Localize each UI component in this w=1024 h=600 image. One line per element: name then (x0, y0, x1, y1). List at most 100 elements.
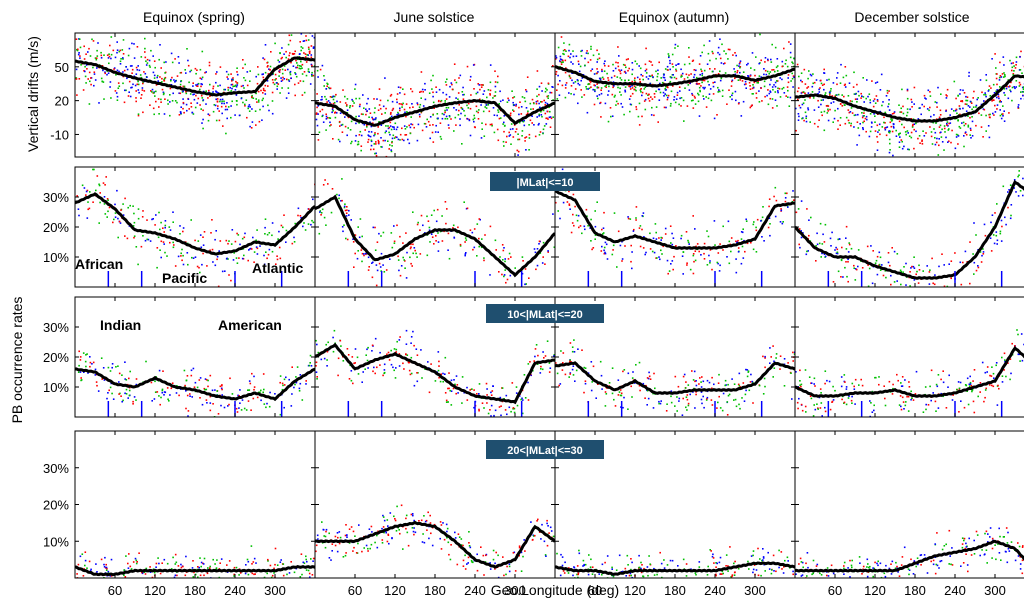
scatter-point (947, 129, 950, 131)
scatter-point (587, 61, 590, 64)
scatter-point (958, 105, 961, 107)
scatter-point (770, 356, 772, 358)
scatter-point (570, 53, 572, 55)
scatter-point (509, 112, 512, 115)
scatter-point (882, 101, 884, 103)
scatter-point (466, 399, 469, 401)
scatter-point (244, 232, 246, 235)
scatter-point (837, 119, 839, 122)
scatter-point (450, 118, 452, 120)
scatter-point (378, 262, 381, 265)
scatter-point (705, 399, 708, 401)
scatter-point (116, 51, 118, 54)
scatter-point (140, 94, 143, 96)
scatter-point (397, 111, 399, 114)
scatter-point (151, 218, 153, 221)
scatter-point (430, 79, 432, 82)
scatter-point (220, 105, 223, 108)
scatter-point (389, 258, 391, 260)
scatter-point (666, 403, 668, 405)
scatter-point (564, 373, 567, 376)
scatter-points (555, 168, 795, 275)
scatter-point (432, 124, 434, 126)
scatter-point (358, 122, 360, 124)
scatter-point (176, 101, 178, 104)
scatter-point (494, 409, 497, 412)
scatter-point (577, 348, 579, 350)
scatter-point (976, 98, 978, 101)
scatter-point (980, 126, 983, 128)
scatter-point (563, 53, 565, 56)
scatter-point (413, 344, 415, 347)
scatter-point (1000, 76, 1003, 78)
scatter-point (915, 130, 917, 133)
scatter-point (548, 371, 551, 373)
scatter-point (830, 102, 832, 104)
scatter-point (1000, 101, 1002, 103)
scatter-point (516, 404, 519, 407)
scatter-point (845, 388, 848, 390)
panel-frame (74, 296, 316, 418)
scatter-point (586, 215, 588, 217)
scatter-point (555, 362, 557, 364)
scatter-point (455, 392, 457, 395)
scatter-point (1004, 359, 1006, 361)
scatter-point (378, 104, 381, 106)
scatter-point (172, 92, 174, 95)
scatter-point (482, 110, 485, 113)
scatter-point (516, 149, 519, 152)
scatter-point (504, 258, 506, 260)
scatter-point (399, 336, 401, 338)
scatter-point (202, 118, 204, 121)
scatter-point (970, 384, 973, 387)
scatter-point (448, 387, 450, 390)
scatter-point (227, 78, 229, 80)
scatter-point (109, 370, 112, 372)
scatter-point (433, 209, 435, 212)
scatter-point (616, 76, 619, 78)
scatter-point (525, 149, 527, 151)
scatter-point (383, 271, 386, 273)
scatter-point (395, 128, 398, 131)
scatter-point (887, 105, 889, 108)
scatter-point (305, 74, 308, 77)
scatter-point (692, 253, 695, 255)
scatter-point (632, 371, 634, 373)
scatter-point (569, 372, 572, 374)
panel-drift-2 (314, 32, 556, 158)
scatter-point (792, 75, 795, 77)
scatter-point (132, 400, 134, 403)
scatter-point (144, 47, 146, 50)
scatter-point (698, 115, 701, 117)
scatter-point (529, 361, 531, 363)
scatter-point (92, 40, 95, 42)
scatter-point (339, 339, 342, 342)
scatter-point (157, 98, 160, 100)
scatter-point (374, 337, 377, 340)
scatter-point (467, 102, 470, 105)
scatter-point (360, 149, 362, 152)
scatter-point (318, 232, 321, 235)
scatter-point (847, 119, 850, 122)
scatter-point (716, 261, 719, 264)
scatter-point (205, 399, 208, 401)
scatter-point (596, 58, 599, 61)
scatter-point (946, 121, 949, 123)
scatter-point (1019, 69, 1022, 71)
scatter-point (880, 73, 883, 76)
scatter-point (724, 62, 726, 64)
scatter-point (390, 93, 393, 96)
scatter-point (419, 229, 421, 231)
scatter-point (680, 237, 682, 240)
scatter-point (692, 379, 695, 381)
scatter-point (1020, 97, 1022, 100)
scatter-point (878, 383, 880, 386)
scatter-point (189, 70, 191, 73)
scatter-point (78, 350, 80, 353)
scatter-point (680, 68, 682, 71)
scatter-point (458, 77, 460, 79)
scatter-point (709, 88, 712, 90)
scatter-point (137, 217, 140, 220)
scatter-point (684, 87, 686, 89)
scatter-point (79, 55, 81, 57)
